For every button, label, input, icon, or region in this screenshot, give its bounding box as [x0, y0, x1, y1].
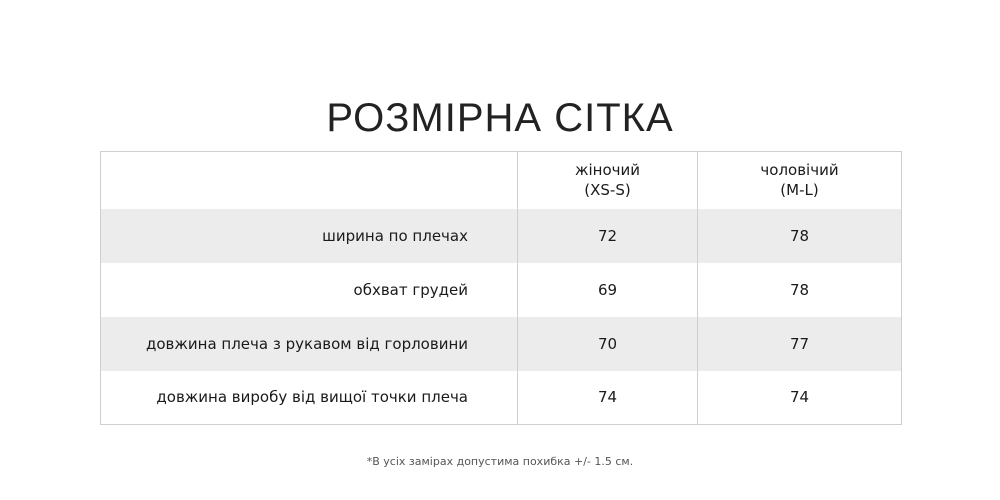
table-header-row: жіночий (XS-S) чоловічий (M-L): [100, 151, 902, 209]
column-header-women: жіночий (XS-S): [517, 151, 698, 209]
column-header-women-label: жіночий: [574, 161, 641, 180]
row-label: обхват грудей: [100, 262, 518, 317]
table-row: ширина по плечах 72 78: [100, 208, 902, 263]
table-row: довжина плеча з рукавом від горловини 70…: [100, 316, 902, 371]
women-value: 70: [517, 316, 698, 371]
column-header-women-sizes: (XS-S): [584, 181, 631, 200]
size-chart-table: жіночий (XS-S) чоловічий (M-L) ширина по…: [100, 151, 902, 425]
women-value: 69: [517, 262, 698, 317]
men-value: 78: [789, 280, 810, 299]
men-value: 77: [789, 334, 810, 353]
men-value: 78: [789, 226, 810, 245]
table-row: довжина виробу від вищої точки плеча 74 …: [100, 370, 902, 425]
header-corner-cell: [100, 151, 518, 209]
women-value: 74: [517, 370, 698, 425]
men-value: 74: [789, 388, 810, 407]
row-label: довжина виробу від вищої точки плеча: [100, 370, 518, 425]
women-value: 72: [517, 208, 698, 263]
measurement-tolerance-note: *В усіх замірах допустима похибка +/- 1.…: [366, 455, 634, 468]
row-label: довжина плеча з рукавом від горловини: [100, 316, 518, 371]
column-header-men-label: чоловічий: [760, 161, 839, 180]
page-title: РОЗМІРНА СІТКА: [326, 95, 674, 140]
row-label: ширина по плечах: [100, 208, 518, 263]
table-row: обхват грудей 69 78: [100, 262, 902, 317]
column-header-men: чоловічий (M-L): [698, 152, 902, 209]
column-header-men-sizes: (M-L): [780, 181, 819, 200]
